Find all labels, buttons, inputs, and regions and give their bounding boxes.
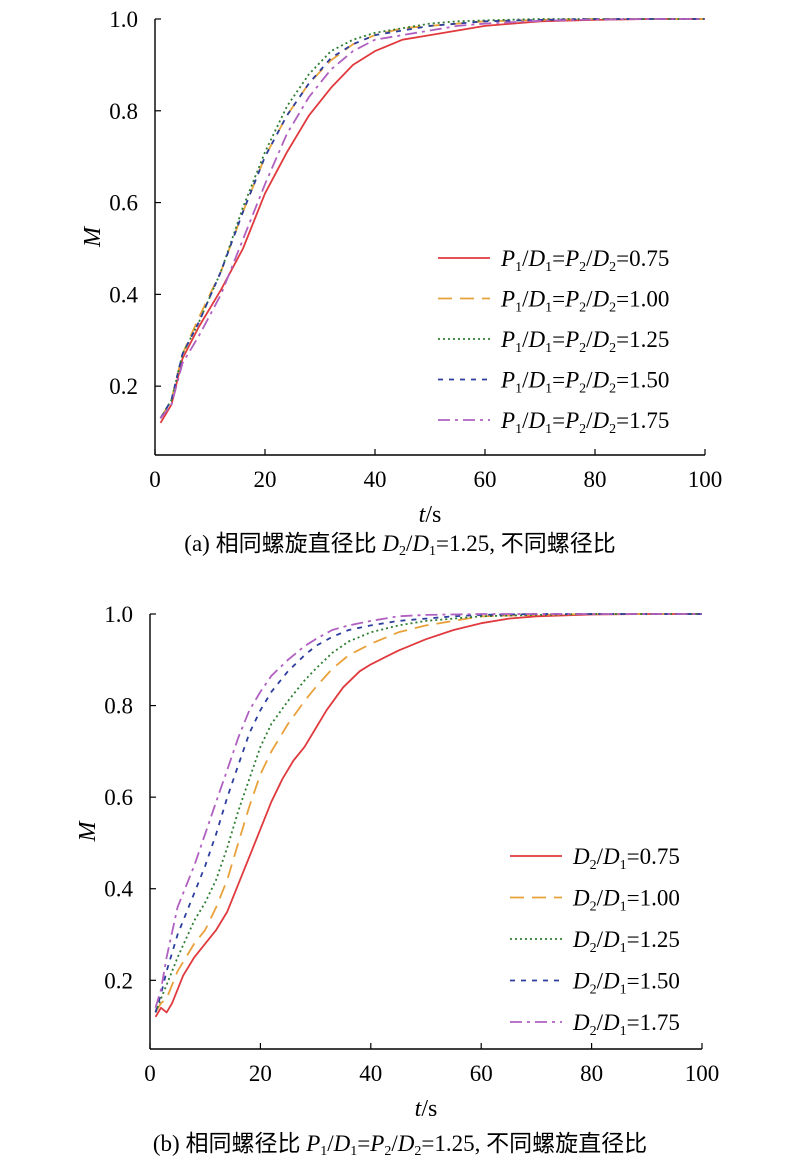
chart-b-series-line-3 — [154, 613, 702, 1013]
chart-a-legend-label-2: P1/D1=P2/D2=1.00 — [500, 287, 669, 316]
chart-a-y-axis-label: M — [80, 225, 106, 248]
chart-b-caption: (b) 相同螺径比 P1/D1=P2/D2=1.25, 不同螺旋直径比 — [152, 1131, 648, 1159]
chart-a-legend-label-4: P1/D1=P2/D2=1.50 — [500, 368, 669, 397]
caption-a-suffix: , 不同螺径比 — [489, 531, 616, 556]
chart-b-series-line-5 — [154, 613, 702, 1009]
chart-a-y-tick-label: 0.6 — [109, 191, 138, 216]
chart-b-x-tick-label: 80 — [580, 1061, 603, 1086]
chart-a-legend-label-1: P1/D1=P2/D2=0.75 — [500, 246, 669, 275]
chart-b-legend-label-4: D2/D1=1.50 — [572, 969, 680, 998]
chart-b-y-axis-label: M — [75, 820, 101, 843]
chart-a-x-tick-label: 40 — [364, 467, 387, 492]
chart-b-legend-label-1: D2/D1=0.75 — [572, 844, 680, 873]
chart-panel-a: 0 20 40 60 80 100 0.2 0.4 0.6 0.8 1.0 t/s M P1/D1=P2/… — [80, 7, 723, 559]
chart-a-legend-label-3: P1/D1=P2/D2=1.25 — [500, 327, 669, 356]
chart-b-series-line-1 — [154, 613, 702, 1018]
chart-a-svg: 0 20 40 60 80 100 0.2 0.4 0.6 0.8 1.0 t/s M P1/D1=P2/… — [80, 7, 723, 528]
chart-a-x-tick-label: 100 — [688, 467, 723, 492]
chart-a-series-line-5 — [159, 18, 705, 419]
chart-a-series-line-3 — [159, 18, 705, 419]
chart-a-legend-label-5: P1/D1=P2/D2=1.75 — [500, 408, 669, 437]
chart-panel-b: 0 20 40 60 80 100 0.2 0.4 0.6 0.8 1.0 t/s M D2/D1=0.7… — [0, 582, 800, 1164]
chart-a-x-tick-label: 60 — [474, 467, 497, 492]
chart-b-series-line-2 — [154, 613, 702, 1013]
chart-a-y-tick-label: 0.8 — [109, 99, 138, 124]
chart-a-series-line-4 — [159, 18, 705, 419]
chart-b-legend-label-3: D2/D1=1.25 — [572, 927, 680, 956]
chart-b-y-tick-label: 0.6 — [104, 785, 133, 810]
chart-b-legend-label-2: D2/D1=1.00 — [572, 886, 680, 915]
caption-a-prefix: (a) 相同螺旋直径比 — [184, 531, 383, 556]
chart-b-x-tick-label: 20 — [249, 1061, 272, 1086]
caption-a-ratio: =1.25 — [435, 531, 490, 556]
chart-a-y-tick-label: 1.0 — [109, 7, 138, 32]
caption-b-suffix: , 不同螺旋直径比 — [474, 1131, 648, 1156]
chart-b-x-tick-label: 100 — [685, 1061, 720, 1086]
chart-b-x-axis-label: t/s — [415, 1096, 438, 1122]
chart-b-x-tick-label: 60 — [470, 1061, 493, 1086]
chart-b-x-tick-label: 40 — [359, 1061, 382, 1086]
chart-b-legend-label-5: D2/D1=1.75 — [572, 1010, 680, 1039]
chart-b-y-tick-label: 0.2 — [104, 968, 133, 993]
chart-a-x-tick-label: 80 — [584, 467, 607, 492]
chart-b-y-tick-label: 0.8 — [104, 694, 133, 719]
chart-b-x-tick-label: 0 — [144, 1061, 156, 1086]
chart-b-y-tick-label: 0.4 — [104, 877, 133, 902]
chart-b-svg: 0 20 40 60 80 100 0.2 0.4 0.6 0.8 1.0 t/s M D2/D1=0.7… — [75, 602, 720, 1122]
caption-b-ratio: =1.25 — [421, 1131, 475, 1156]
caption-b-prefix: (b) 相同螺径比 — [152, 1131, 307, 1156]
chart-a-y-tick-label: 0.4 — [109, 282, 138, 307]
chart-a-x-tick-label: 0 — [149, 467, 161, 492]
chart-a-y-tick-label: 0.2 — [109, 374, 138, 399]
chart-a-series-line-2 — [159, 18, 705, 419]
chart-a-caption: (a) 相同螺旋直径比 D2/D1=1.25, 不同螺径比 — [184, 531, 616, 559]
chart-a-x-axis-label: t/s — [419, 502, 442, 528]
chart-b-y-tick-label: 1.0 — [104, 602, 133, 627]
chart-a-x-tick-label: 20 — [254, 467, 277, 492]
chart-a-series-line-1 — [159, 18, 705, 424]
